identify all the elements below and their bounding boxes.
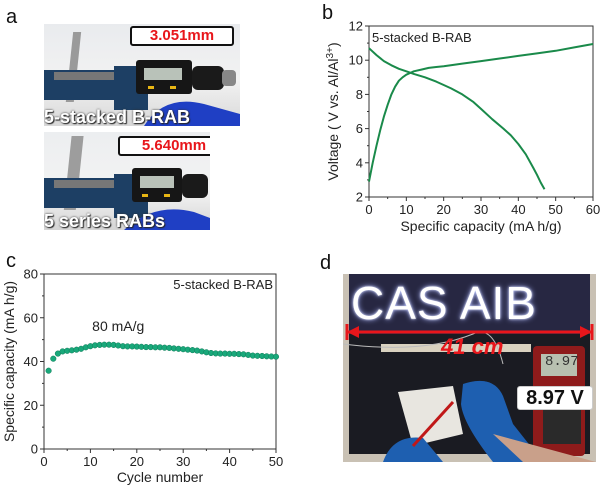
panel-label-a: a bbox=[6, 6, 18, 28]
x-tick-label: 30 bbox=[474, 202, 488, 217]
y-tick-label: 10 bbox=[349, 53, 363, 68]
x-tick-label: 20 bbox=[130, 454, 144, 469]
data-point bbox=[50, 355, 57, 362]
data-point bbox=[272, 353, 280, 360]
demo-illustration bbox=[343, 274, 596, 462]
photo-caption-series: 5 series RABs bbox=[44, 211, 166, 230]
length-label: 41 cm bbox=[441, 334, 504, 359]
y-tick-label: 4 bbox=[356, 155, 363, 170]
x-tick-label: 10 bbox=[399, 202, 413, 217]
chart-annotation: 5-stacked B-RAB bbox=[173, 277, 273, 292]
voltage-callout: 8.97 V bbox=[517, 386, 593, 410]
chart-annotation: 5-stacked B-RAB bbox=[372, 30, 472, 45]
micrometer-photo-series: 5.640mm 5 series RABs bbox=[44, 132, 210, 230]
plot-frame bbox=[368, 25, 594, 198]
data-point bbox=[45, 367, 52, 374]
measurement-callout-stacked: 3.051mm bbox=[130, 26, 234, 46]
y-axis-label: Specific capacity (mA h/g) bbox=[1, 281, 17, 442]
length-arrow bbox=[345, 324, 594, 340]
series-line-discharge bbox=[368, 47, 546, 190]
x-tick-label: 40 bbox=[222, 454, 236, 469]
y-tick-label: 80 bbox=[24, 267, 38, 282]
panel-label-d: d bbox=[320, 252, 332, 274]
x-tick-label: 40 bbox=[511, 202, 525, 217]
x-tick-label: 30 bbox=[176, 454, 190, 469]
x-axis-label: Specific capacity (mA h/g) bbox=[400, 218, 561, 234]
x-tick-label: 60 bbox=[586, 202, 600, 217]
x-tick-label: 20 bbox=[436, 202, 450, 217]
x-tick-label: 50 bbox=[269, 454, 283, 469]
y-tick-label: 2 bbox=[356, 190, 363, 205]
plot-frame bbox=[43, 273, 277, 450]
micrometer-photo-stacked: 3.051mm 5-stacked B-RAB bbox=[44, 24, 240, 126]
y-tick-label: 0 bbox=[31, 442, 38, 457]
x-axis-label: Cycle number bbox=[117, 469, 204, 485]
y-tick-label: 40 bbox=[24, 354, 38, 369]
measurement-callout-series: 5.640mm bbox=[118, 136, 210, 156]
x-tick-label: 0 bbox=[40, 454, 47, 469]
y-tick-label: 6 bbox=[356, 121, 363, 136]
rate-label: 80 mA/g bbox=[92, 318, 144, 334]
y-tick-label: 20 bbox=[24, 398, 38, 413]
led-demo-photo: CAS AIB 41 cm 8.97 8.97 V bbox=[343, 274, 596, 462]
x-tick-label: 10 bbox=[83, 454, 97, 469]
panel-label-c: c bbox=[6, 250, 16, 272]
x-tick-label: 0 bbox=[365, 202, 372, 217]
y-tick-label: 60 bbox=[24, 310, 38, 325]
voltage-capacity-chart: 0 10 20 30 40 50 60 2 4 6 8 10 12 5-stacked B-RAB Spec… bbox=[325, 19, 600, 235]
multimeter-reading: 8.97 bbox=[545, 354, 579, 370]
photo-caption-stacked: 5-stacked B-RAB bbox=[44, 107, 191, 126]
micrometer-illustration-2 bbox=[44, 136, 210, 230]
micrometer-illustration bbox=[44, 32, 240, 126]
x-tick-label: 50 bbox=[548, 202, 562, 217]
neon-sign-text: CAS AIB bbox=[351, 277, 537, 329]
series-line-charge bbox=[368, 43, 594, 182]
y-axis-label: Voltage ( V vs. Al/Al3+) bbox=[325, 42, 342, 180]
panel-label-b: b bbox=[322, 2, 334, 24]
y-tick-label: 12 bbox=[349, 19, 363, 34]
y-tick-label: 8 bbox=[356, 87, 363, 102]
cycling-performance-chart: 0 10 20 30 40 50 0 20 40 60 80 5-stacked B-RAB 80 mA… bbox=[1, 267, 283, 486]
